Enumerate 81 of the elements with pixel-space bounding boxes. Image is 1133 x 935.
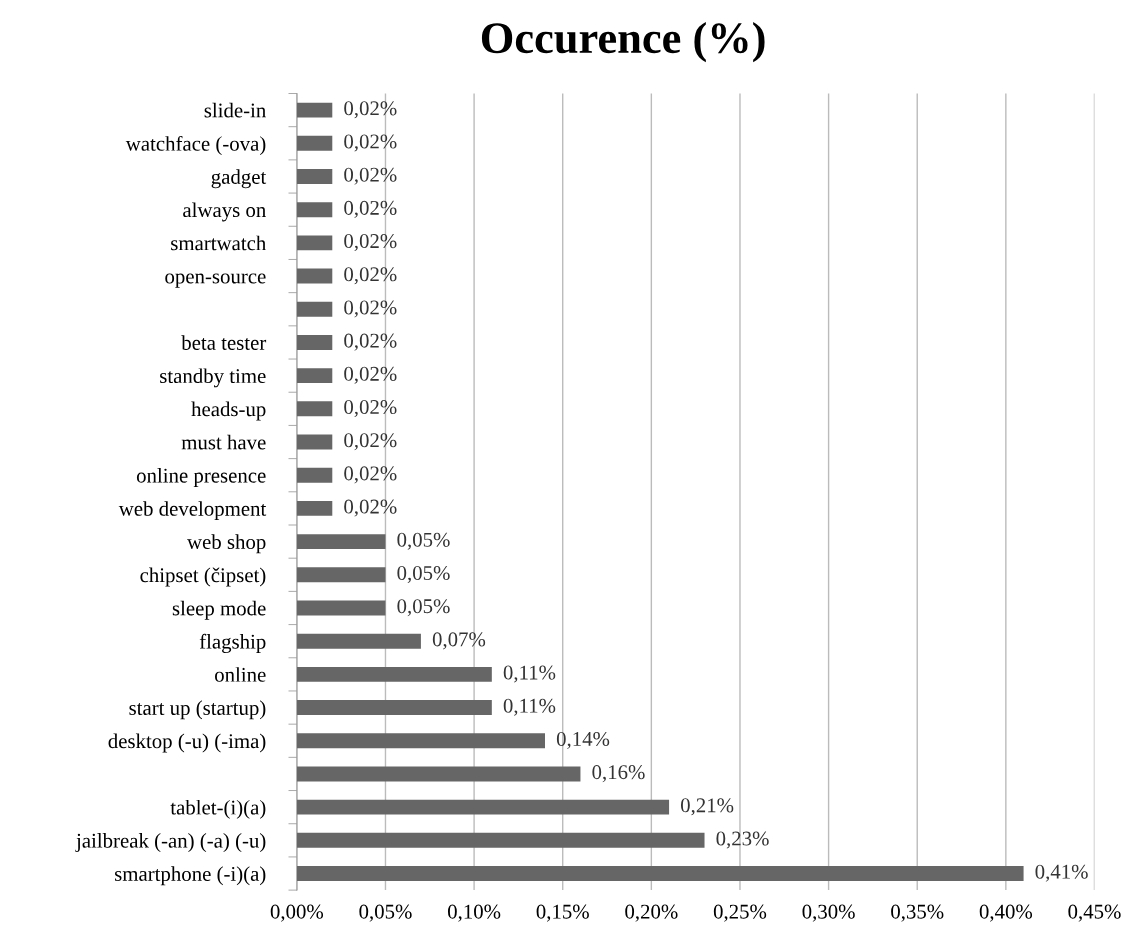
data-label: 0,02% [344, 134, 397, 152]
bar [296, 534, 386, 550]
x-tick-label: 0,00% [270, 904, 324, 922]
bar [296, 700, 492, 716]
y-tick-label: online presence [136, 467, 266, 487]
bar [296, 301, 333, 317]
data-label: 0,23% [716, 831, 769, 849]
data-label: 0,02% [344, 499, 397, 517]
bar [296, 600, 386, 616]
data-label: 0,02% [344, 300, 397, 318]
bar [296, 866, 1024, 881]
data-label: 0,14% [556, 731, 610, 749]
bar [296, 268, 333, 284]
y-tick-label: web development [118, 501, 267, 521]
bar [296, 102, 333, 118]
bar [296, 633, 421, 649]
bar [296, 832, 705, 848]
y-tick-label: flagship [199, 633, 266, 654]
data-label: 0,02% [344, 333, 397, 351]
data-label: 0,02% [344, 399, 397, 418]
chart-title: Occurence (%) [481, 21, 765, 63]
data-label: 0,16% [592, 765, 645, 783]
y-tick-label: open-source [165, 273, 266, 288]
data-label: 0,05% [397, 565, 450, 583]
y-tick-label: watchface (-ova) [125, 135, 266, 156]
x-tick-label: 0,25% [713, 904, 767, 922]
x-tick-label: 0,20% [625, 904, 678, 922]
y-tick-label: start up (startup) [129, 700, 266, 720]
data-label: 0,02% [344, 267, 397, 285]
x-tick-label: 0,10% [447, 904, 501, 922]
bar [296, 202, 333, 218]
y-tick-label: tablet-(i)(a) [170, 799, 266, 819]
bar [296, 467, 333, 483]
y-tick-label: gadget [211, 169, 267, 189]
data-label: 0,21% [680, 798, 734, 816]
bar [296, 766, 581, 782]
bar [296, 500, 333, 516]
y-tick-label: jailbreak (-an) (-a) (-u) [75, 833, 266, 852]
data-label: 0,02% [344, 200, 397, 218]
bar [296, 135, 333, 151]
data-label: 0,11% [503, 698, 556, 716]
data-label: 0,02% [344, 234, 397, 252]
x-tick-label: 0,35% [891, 904, 944, 922]
bar [296, 434, 333, 450]
data-label: 0,02% [344, 167, 397, 185]
data-label: 0,02% [344, 466, 397, 484]
y-tick-label: standby time [160, 368, 266, 388]
data-label: 0,05% [397, 532, 450, 550]
y-tick-label: sleep mode [172, 600, 266, 620]
y-tick-label: web shop [187, 534, 266, 554]
y-tick-label: chipset (čipset) [140, 567, 266, 587]
bar [296, 567, 386, 583]
y-tick-label: desktop (-u) (-ima) [108, 733, 266, 753]
data-label: 0,11% [503, 665, 556, 683]
data-label: 0,07% [432, 632, 486, 650]
bar [296, 799, 670, 815]
y-tick-label: must have [181, 434, 266, 450]
y-tick-label: smartwatch [171, 235, 267, 251]
data-label: 0,02% [344, 433, 397, 451]
y-tick-label: always on [183, 202, 266, 222]
bar [296, 235, 333, 251]
x-tick-label: 0,15% [536, 904, 589, 922]
data-label: 0,41% [1035, 864, 1088, 882]
bar [296, 733, 545, 749]
bar [296, 334, 333, 350]
y-tick-label: online [215, 667, 266, 682]
y-tick-label: beta tester [181, 335, 267, 350]
x-tick-label: 0,45% [1068, 904, 1121, 922]
bar [296, 368, 333, 384]
x-tick-label: 0,30% [802, 904, 855, 922]
data-label: 0,05% [397, 599, 450, 617]
data-label: 0,02% [344, 366, 397, 384]
bar [296, 169, 333, 184]
y-tick-label: smartphone (-i)(a) [115, 866, 266, 886]
bar [296, 666, 492, 682]
x-tick-label: 0,40% [979, 904, 1033, 922]
y-tick-label: heads-up [191, 401, 266, 421]
y-tick-label: slide-in [204, 102, 266, 118]
bar [296, 401, 333, 417]
x-tick-label: 0,05% [359, 904, 412, 922]
data-label: 0,02% [344, 101, 397, 119]
